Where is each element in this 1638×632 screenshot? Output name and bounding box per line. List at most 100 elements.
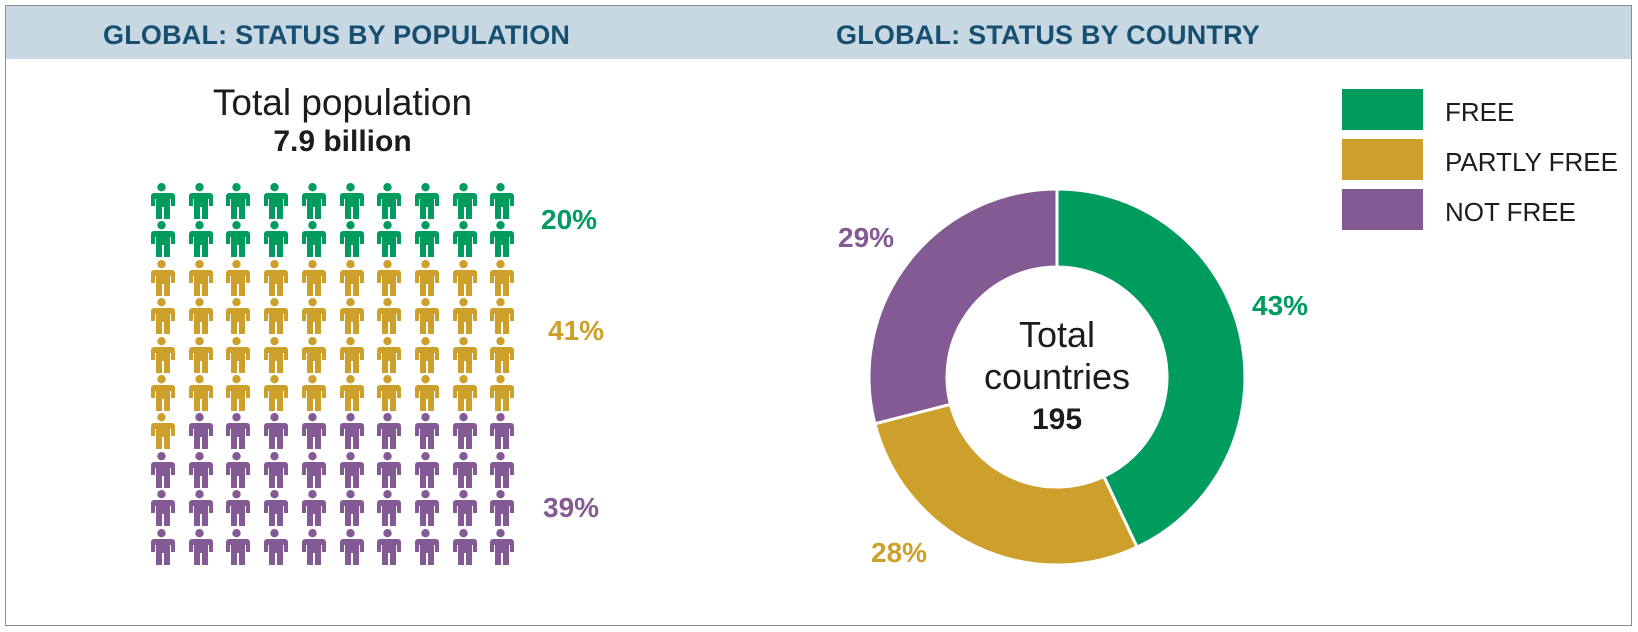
person-icon <box>450 451 477 488</box>
header-band: GLOBAL: STATUS BY POPULATION GLOBAL: STA… <box>6 6 1631 59</box>
person-icon <box>261 183 289 219</box>
person-icon <box>487 528 515 565</box>
legend-label-not-free: NOT FREE <box>1445 197 1576 227</box>
country-free-percent: 43% <box>1252 290 1309 321</box>
person-icon <box>186 298 213 335</box>
person-icon <box>261 259 289 296</box>
person-icon <box>186 221 213 258</box>
person-icon <box>186 259 213 296</box>
person-icon <box>299 490 326 527</box>
person-icon <box>412 490 439 527</box>
person-icon <box>487 183 515 219</box>
population-partly-free-percent: 41% <box>548 315 605 346</box>
population-not-free-percent: 39% <box>543 492 600 523</box>
donut-segment-partly-free <box>873 402 1140 566</box>
person-icon <box>148 451 175 488</box>
person-icon <box>223 413 251 450</box>
person-icon <box>148 528 175 565</box>
person-icon <box>148 413 175 450</box>
person-icon <box>374 221 402 258</box>
person-icon <box>186 413 213 450</box>
person-icon <box>487 375 515 411</box>
person-icon <box>337 336 364 373</box>
legend: FREE PARTLY FREE NOT FREE <box>1342 88 1622 238</box>
person-icon <box>412 413 439 450</box>
person-icon <box>487 336 515 373</box>
person-icon <box>223 298 251 335</box>
person-icon <box>374 413 402 450</box>
person-icon <box>374 336 402 373</box>
person-icon <box>186 490 213 527</box>
person-icon <box>337 375 364 411</box>
person-icon <box>337 221 364 258</box>
person-icon <box>223 490 251 527</box>
person-icon <box>450 375 477 411</box>
donut-center-line1: Total <box>1018 314 1096 355</box>
person-icon <box>412 298 439 335</box>
legend-label-free: FREE <box>1445 97 1515 127</box>
person-icon <box>299 298 326 335</box>
person-icon <box>412 451 439 488</box>
person-icon <box>261 528 289 565</box>
person-icon <box>223 259 251 296</box>
person-icon <box>299 183 326 219</box>
person-icon <box>337 183 364 219</box>
person-icon <box>299 336 326 373</box>
legend-swatch-free <box>1342 89 1423 130</box>
legend-swatch-partly-free <box>1342 139 1423 180</box>
person-icon <box>299 259 326 296</box>
person-icon <box>337 490 364 527</box>
person-icon <box>337 451 364 488</box>
donut-segment-not-free <box>868 188 1059 426</box>
country-not-free-percent: 29% <box>838 222 895 253</box>
legend-item-partly-free: PARTLY FREE <box>1342 138 1622 188</box>
person-icon <box>450 259 477 296</box>
donut-svg <box>868 188 1246 566</box>
person-icon <box>299 375 326 411</box>
person-icon <box>261 298 289 335</box>
donut-segment-free <box>1055 188 1246 550</box>
person-icon <box>337 298 364 335</box>
person-icon <box>299 451 326 488</box>
person-icon <box>374 528 402 565</box>
population-caption-value: 7.9 billion <box>273 125 412 158</box>
person-icon <box>374 259 402 296</box>
person-icon <box>450 528 477 565</box>
person-icon <box>186 528 213 565</box>
person-icon <box>487 259 515 296</box>
person-icon <box>299 528 326 565</box>
person-icon <box>412 336 439 373</box>
person-icon <box>186 336 213 373</box>
person-icon <box>148 336 175 373</box>
person-icon <box>337 528 364 565</box>
legend-swatch-not-free <box>1342 189 1423 230</box>
person-icon <box>450 336 477 373</box>
legend-item-not-free: NOT FREE <box>1342 188 1622 238</box>
population-free-percent: 20% <box>541 204 598 235</box>
person-icon <box>223 451 251 488</box>
person-icon <box>412 221 439 258</box>
person-icon <box>223 183 251 219</box>
person-icon <box>261 221 289 258</box>
person-icon <box>148 375 175 411</box>
person-icon <box>412 375 439 411</box>
person-icon <box>261 413 289 450</box>
population-caption: Total population 7.9 billion <box>150 82 535 160</box>
person-icon <box>450 183 477 219</box>
person-icon <box>186 375 213 411</box>
person-icon <box>412 259 439 296</box>
person-icon <box>374 451 402 488</box>
person-icon <box>487 298 515 335</box>
legend-item-free: FREE <box>1342 88 1622 138</box>
donut-center-line2: countries <box>983 356 1131 397</box>
person-icon <box>450 221 477 258</box>
donut-center-label: Total countries 195 <box>868 314 1246 442</box>
person-icon <box>223 528 251 565</box>
person-icon <box>487 221 515 258</box>
population-panel-title: GLOBAL: STATUS BY POPULATION <box>103 20 571 50</box>
country-panel-title: GLOBAL: STATUS BY COUNTRY <box>836 20 1260 50</box>
person-icon <box>299 221 326 258</box>
person-icon <box>374 183 402 219</box>
person-icon <box>148 259 175 296</box>
person-icon <box>374 375 402 411</box>
